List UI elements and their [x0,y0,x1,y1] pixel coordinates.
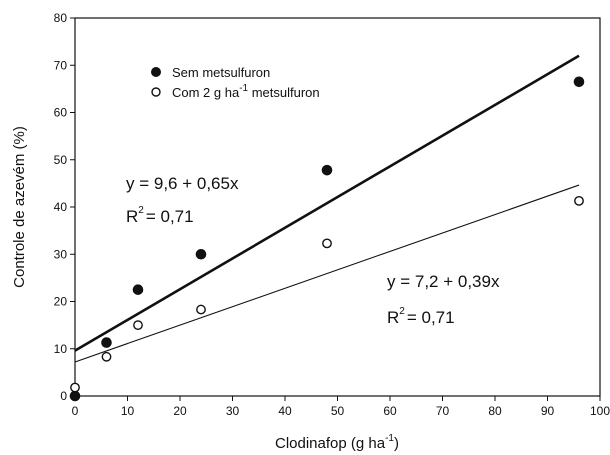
point-sem [573,76,585,88]
r2-com: R2 = 0,71 [387,306,455,327]
x-tick-label: 50 [331,404,345,418]
x-tick-label: 0 [72,404,79,418]
equation-sem: y = 9,6 + 0,65x [126,174,239,193]
r2-com-sup: 2 [399,306,405,317]
x-tick-label: 100 [590,404,610,418]
x-tick-label: 70 [436,404,450,418]
point-sem [321,164,333,176]
x-tick-label: 40 [278,404,292,418]
r2-sem-sup: 2 [138,205,144,216]
y-axis-ticks: 0 10 20 30 40 50 60 70 80 [54,11,75,403]
x-tick-label: 90 [541,404,555,418]
x-axis-title-tail: ) [394,435,399,452]
fit-line-sem [74,54,580,352]
y-tick-label: 40 [54,200,68,214]
fit-lines [74,54,580,363]
point-sem [132,284,144,295]
point-com [70,382,80,393]
y-tick-label: 70 [54,58,68,72]
r2-sem-prefix: R [126,207,138,226]
x-tick-label: 60 [383,404,397,418]
y-tick-label: 80 [54,11,68,25]
legend: Sem metsulfuron Com 2 g ha-1 metsulfuron [151,65,320,100]
fit-line-com [74,184,580,363]
legend-label-com: Com 2 g ha-1 metsulfuron [172,83,320,100]
x-tick-label: 30 [226,404,240,418]
legend-marker-com [151,87,161,97]
point-com [322,238,332,249]
legend-label-com-main: Com 2 g ha [172,85,240,100]
annotations: y = 9,6 + 0,65x R2 = 0,71 y = 7,2 + 0,39x… [126,174,500,327]
y-tick-label: 0 [60,389,67,403]
y-tick-label: 60 [54,106,68,120]
y-tick-label: 10 [54,342,68,356]
x-axis-title: Clodinafop (g ha-1) [275,433,399,452]
y-tick-label: 20 [54,295,68,309]
x-axis-ticks: 0 10 20 30 40 50 60 70 80 90 100 [72,396,610,418]
point-sem [195,248,207,260]
r2-com-value: = 0,71 [407,308,455,327]
legend-label-com-tail: metsulfuron [248,85,320,100]
y-axis-title: Controle de azevém (%) [11,126,28,288]
x-tick-label: 20 [173,404,187,418]
r2-com-prefix: R [387,308,399,327]
legend-marker-sem [151,67,161,77]
point-sem [101,337,112,348]
legend-label-sem: Sem metsulfuron [172,65,270,80]
x-tick-label: 80 [488,404,502,418]
legend-label-com-sup: -1 [239,83,248,94]
r2-sem-value: = 0,71 [146,207,194,226]
point-com [133,320,143,331]
r2-sem: R2 = 0,71 [126,205,194,226]
point-com [574,195,584,206]
point-com [196,304,206,315]
y-tick-label: 50 [54,153,68,167]
x-axis-title-main: Clodinafop (g ha [275,435,386,452]
y-tick-label: 30 [54,247,68,261]
data-points [69,76,585,402]
point-com [101,351,112,362]
equation-com: y = 7,2 + 0,39x [387,272,500,291]
x-tick-label: 10 [121,404,135,418]
x-axis-title-sup: -1 [385,433,394,444]
